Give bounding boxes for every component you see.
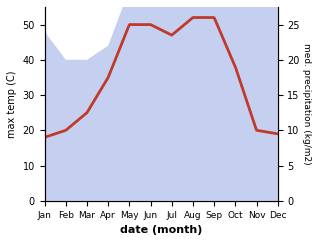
Y-axis label: med. precipitation (kg/m2): med. precipitation (kg/m2) [302, 43, 311, 165]
X-axis label: date (month): date (month) [120, 225, 202, 235]
Y-axis label: max temp (C): max temp (C) [7, 70, 17, 138]
